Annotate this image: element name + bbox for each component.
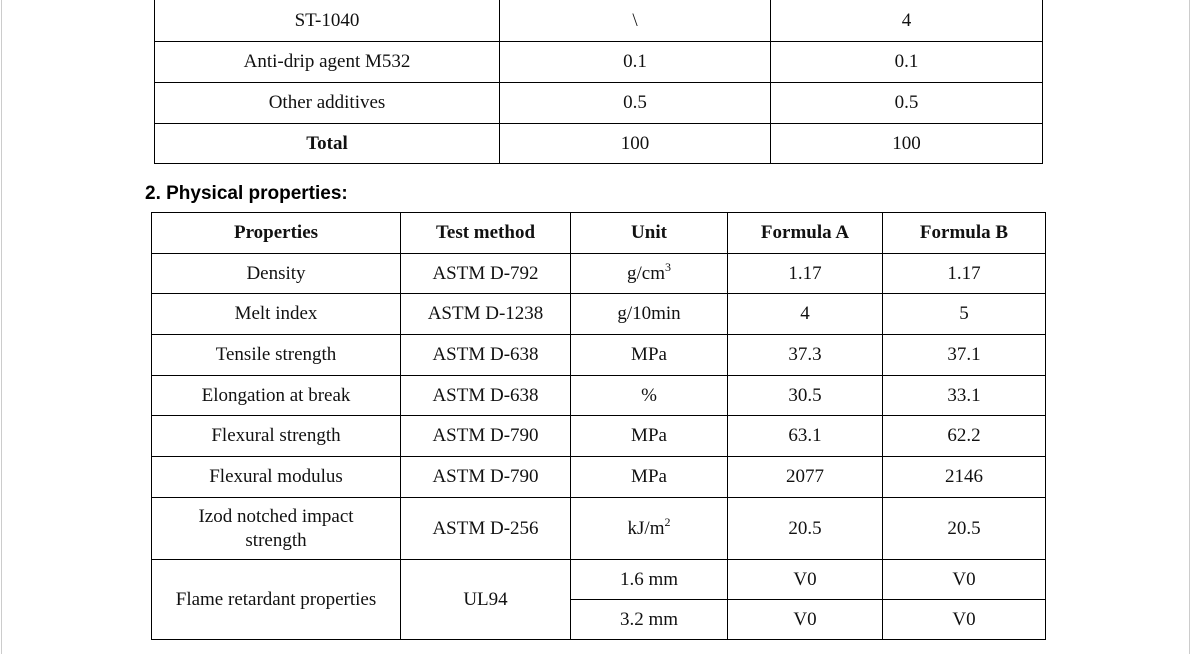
table-cell: ASTM D-792 [400, 253, 571, 294]
table-cell: 33.1 [882, 375, 1046, 416]
table-row: Total 100 100 [154, 123, 1043, 164]
unit-text: g/cm [627, 262, 665, 284]
table-cell: % [570, 375, 728, 416]
table-cell: 1.6 mm [570, 559, 728, 600]
table-row: Other additives 0.5 0.5 [154, 82, 1043, 124]
table-cell: 62.2 [882, 415, 1046, 457]
table-row: Density ASTM D-792 g/cm3 1.17 1.17 [151, 253, 1046, 294]
table-cell: Unit [570, 212, 728, 254]
table-cell: ST-1040 [154, 0, 500, 42]
table-cell: Formula B [882, 212, 1046, 254]
table-cell: Flame retardant properties [151, 559, 401, 640]
table-cell: 100 [770, 123, 1043, 164]
page-edge [1189, 0, 1190, 654]
page-edge [1, 0, 2, 654]
table-row: Tensile strength ASTM D-638 MPa 37.3 37.1 [151, 334, 1046, 376]
table-row: Izod notched impact strength ASTM D-256 kJ… [151, 497, 1046, 560]
table-cell: ASTM D-1238 [400, 293, 571, 335]
table-cell: 5 [882, 293, 1046, 335]
table-cell: 30.5 [727, 375, 883, 416]
unit-text: kJ/m [627, 517, 665, 539]
table-cell: V0 [727, 559, 883, 600]
table-cell: 20.5 [727, 497, 883, 560]
table-row: Elongation at break ASTM D-638% 30.5 33.1 [151, 375, 1046, 416]
table-cell: Flexural modulus [151, 456, 401, 498]
table-cell: V0 [882, 599, 1046, 640]
table-cell: 2077 [727, 456, 883, 498]
table-cell: 3.2 mm [570, 599, 728, 640]
table-cell: 0.5 [499, 82, 771, 124]
table-row: Melt index ASTM D-1238 g/10min 4 5 [151, 293, 1046, 335]
table-cell: Tensile strength [151, 334, 401, 376]
table-cell: MPa [570, 334, 728, 376]
table-cell: Anti-drip agent M532 [154, 41, 500, 83]
table-cell: MPa [570, 415, 728, 457]
table-cell: Izod notched impact strength [151, 497, 401, 560]
table-cell: Properties [151, 212, 401, 254]
table-cell: 4 [727, 293, 883, 335]
table-cell: 0.1 [499, 41, 771, 83]
table-cell: ASTM D-790 [400, 456, 571, 498]
table-cell: Density [151, 253, 401, 294]
table-cell: kJ/m2 [570, 497, 728, 560]
table-cell: UL94 [400, 559, 571, 640]
section-title: 2. Physical properties: [145, 183, 348, 204]
table-cell: V0 [882, 559, 1046, 600]
table-row: Flexural modulus ASTM D-790 MPa 2077 2146 [151, 456, 1046, 498]
table-row: Flexural strength ASTM D-790 MPa 63.1 62.2 [151, 415, 1046, 457]
table-cell: 1.17 [727, 253, 883, 294]
properties-table: Properties Test method Unit Formula A Formul… [151, 212, 1046, 640]
table-cell: 100 [499, 123, 771, 164]
table-cell: 20.5 [882, 497, 1046, 560]
table-cell: 37.1 [882, 334, 1046, 376]
table-cell: Elongation at break [151, 375, 401, 416]
formula-table: ST-1040 \ 4 Anti-drip agent M532 0.1 0.1 Other… [154, 0, 1043, 164]
table-cell: MPa [570, 456, 728, 498]
table-cell: Total [154, 123, 500, 164]
header-row: Properties Test method Unit Formula A Formul… [151, 212, 1046, 254]
table-row: Flame retardant properties UL94 1.6 mm V0 V0 [151, 559, 1046, 640]
table-cell: Other additives [154, 82, 500, 124]
table-cell: 0.1 [770, 41, 1043, 83]
table-cell: Flexural strength [151, 415, 401, 457]
table-row: Anti-drip agent M532 0.1 0.1 [154, 41, 1043, 83]
table-cell: Melt index [151, 293, 401, 335]
table-row: 3.2 mm V0 V0 [152, 599, 1046, 640]
unit-superscript: 2 [664, 514, 671, 529]
table-row: ST-1040 \ 4 [154, 0, 1043, 42]
table-cell: g/cm3 [570, 253, 728, 294]
table-cell: 63.1 [727, 415, 883, 457]
table-cell: ASTM D-638 [400, 334, 571, 376]
table-cell: 2146 [882, 456, 1046, 498]
table-cell: 1.17 [882, 253, 1046, 294]
table-cell: ASTM D-638 [400, 375, 571, 416]
table-cell: 0.5 [770, 82, 1043, 124]
table-cell: ASTM D-256 [400, 497, 571, 560]
table-cell: ASTM D-790 [400, 415, 571, 457]
table-cell: 37.3 [727, 334, 883, 376]
table-cell: V0 [727, 599, 883, 640]
unit-superscript: 3 [665, 259, 671, 274]
table-cell: Formula A [727, 212, 883, 254]
table-cell: Test method [400, 212, 571, 254]
table-cell: g/10min [570, 293, 728, 335]
table-cell: \ [499, 0, 771, 42]
table-cell: 4 [770, 0, 1043, 42]
